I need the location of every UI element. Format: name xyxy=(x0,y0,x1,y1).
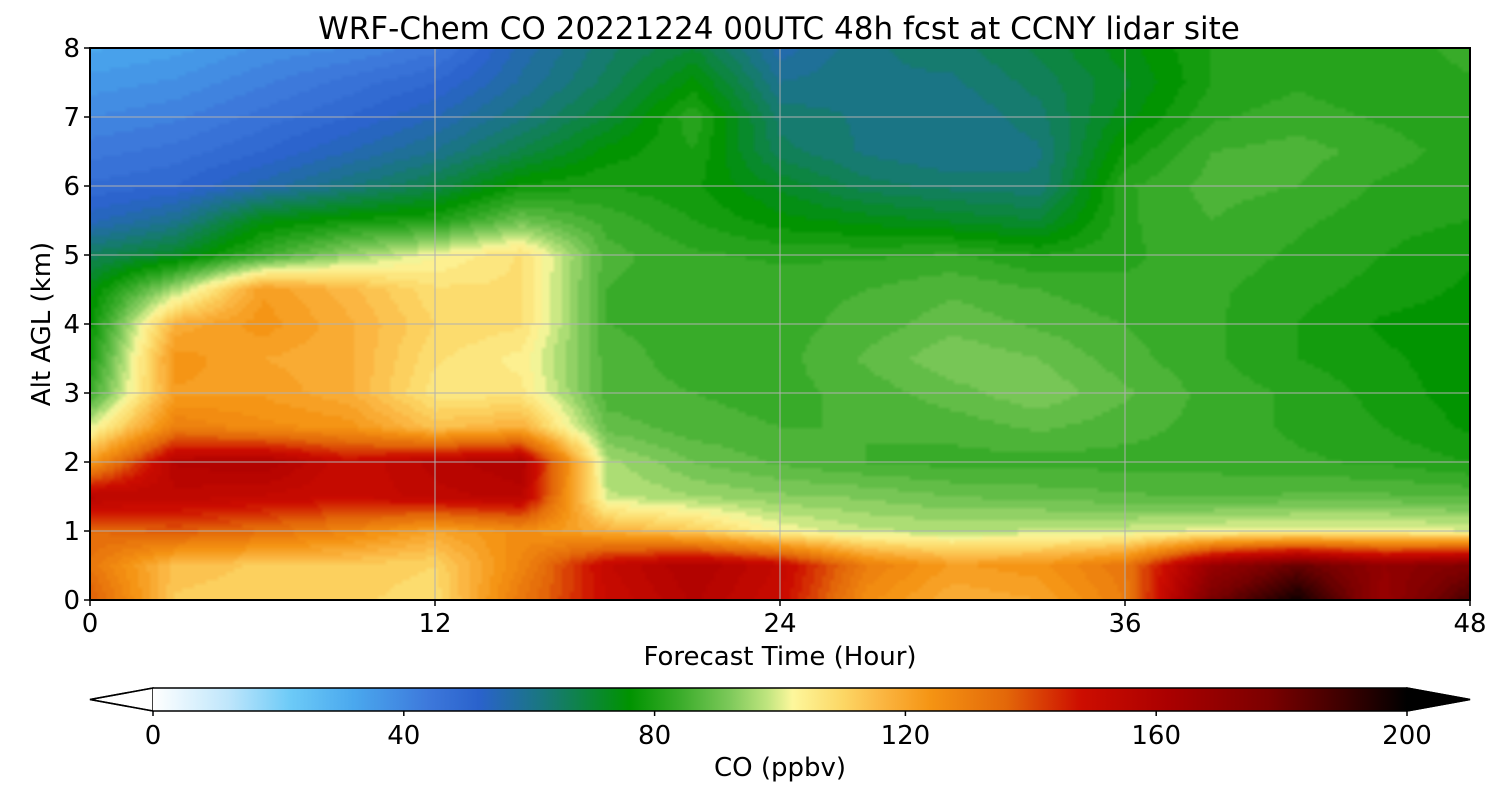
x-tick-label: 48 xyxy=(1453,609,1486,639)
x-axis: 0 12 24 36 48 xyxy=(82,600,1487,639)
colorbar-min-extend xyxy=(89,687,154,712)
x-axis-label: Forecast Time (Hour) xyxy=(643,642,916,672)
colorbar-tick-label: 80 xyxy=(638,721,671,751)
colorbar-tick-label: 120 xyxy=(881,721,931,751)
colorbar-max-extend xyxy=(1406,687,1471,712)
colorbar: 0 40 80 120 160 200 xyxy=(89,687,1471,751)
colorbar-tick-label: 40 xyxy=(387,721,420,751)
x-tick-label: 12 xyxy=(418,609,451,639)
grid xyxy=(90,48,1470,600)
y-tick-label: 5 xyxy=(63,241,80,271)
colorbar-tick-label: 200 xyxy=(1382,721,1432,751)
y-tick-label: 1 xyxy=(63,517,80,547)
colorbar-label: CO (ppbv) xyxy=(714,753,846,783)
colorbar-gradient xyxy=(153,688,1407,711)
colorbar-tick-label: 0 xyxy=(145,721,162,751)
y-axis: 0 1 2 3 4 5 6 7 8 xyxy=(63,34,90,616)
y-tick-label: 4 xyxy=(63,310,80,340)
x-tick-label: 0 xyxy=(82,609,99,639)
chart-title: WRF-Chem CO 20221224 00UTC 48h fcst at C… xyxy=(318,11,1240,47)
colorbar-tick-label: 160 xyxy=(1131,721,1181,751)
y-tick-label: 3 xyxy=(63,379,80,409)
x-tick-label: 24 xyxy=(763,609,796,639)
y-tick-label: 7 xyxy=(63,103,80,133)
y-tick-label: 8 xyxy=(63,34,80,64)
x-tick-label: 36 xyxy=(1108,609,1141,639)
y-axis-label: Alt AGL (km) xyxy=(27,242,57,406)
y-tick-label: 0 xyxy=(63,586,80,616)
y-tick-label: 2 xyxy=(63,448,80,478)
y-tick-label: 6 xyxy=(63,172,80,202)
